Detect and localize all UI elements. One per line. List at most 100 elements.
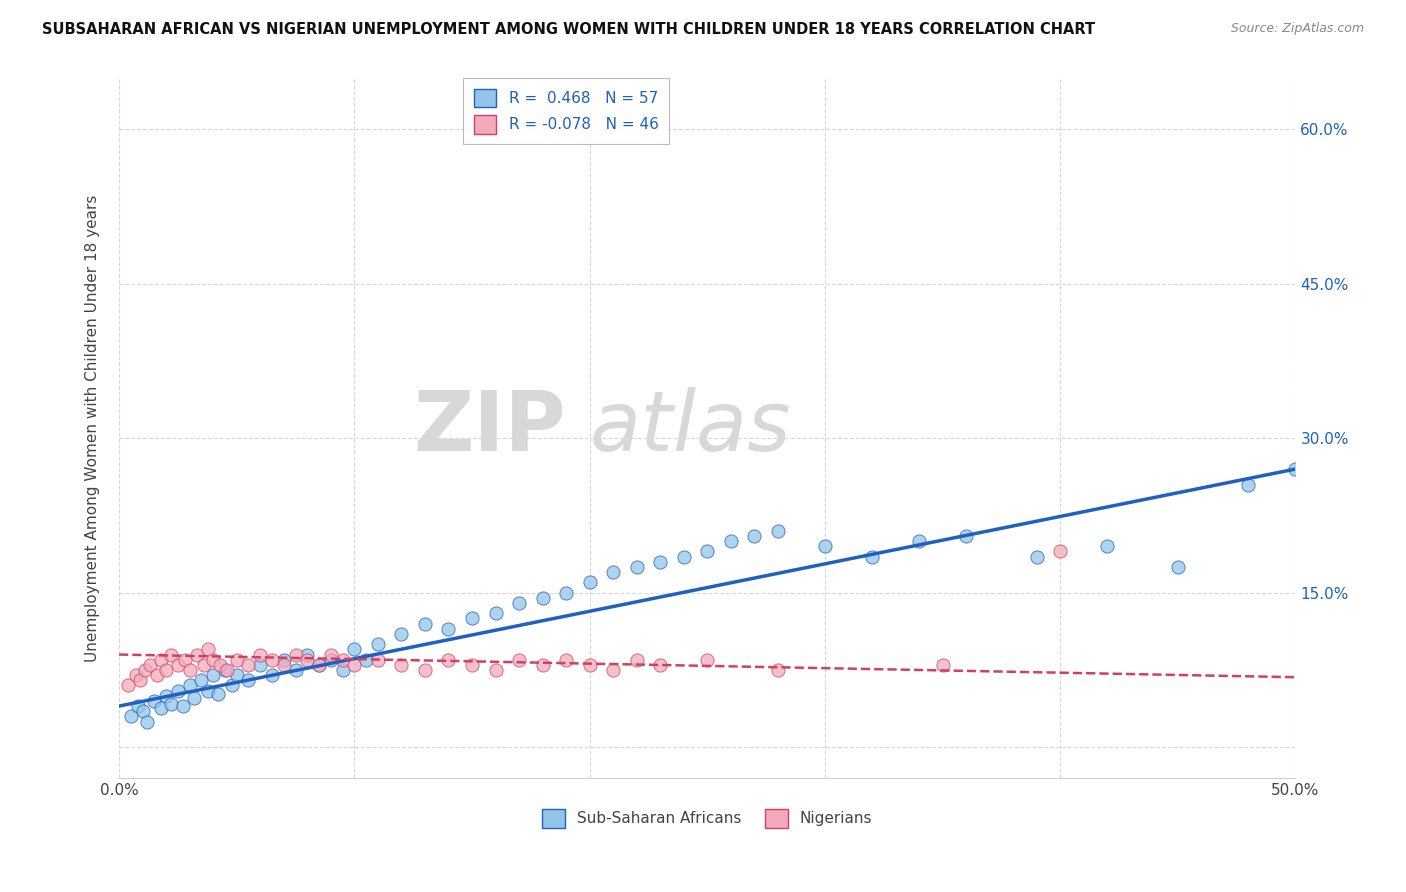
Point: [354, 653, 377, 667]
Point: [143, 694, 166, 708]
Point: [190, 673, 212, 688]
Point: [209, 657, 232, 672]
Point: [249, 648, 271, 662]
Point: [1025, 549, 1047, 564]
Point: [908, 534, 931, 549]
Point: [696, 544, 718, 558]
Point: [742, 529, 765, 543]
Point: [221, 678, 243, 692]
Text: ZIP: ZIP: [413, 387, 567, 468]
Point: [214, 663, 236, 677]
Point: [696, 653, 718, 667]
Point: [136, 714, 159, 729]
Point: [207, 687, 229, 701]
Point: [484, 607, 506, 621]
Point: [931, 657, 953, 672]
Point: [179, 678, 201, 692]
Point: [343, 657, 366, 672]
Point: [167, 683, 190, 698]
Point: [367, 653, 389, 667]
Legend: Sub-Saharan Africans, Nigerians: Sub-Saharan Africans, Nigerians: [536, 803, 879, 834]
Point: [766, 524, 789, 538]
Point: [1167, 560, 1189, 574]
Point: [117, 678, 139, 692]
Point: [124, 668, 146, 682]
Point: [602, 565, 624, 579]
Point: [578, 575, 600, 590]
Point: [186, 648, 208, 662]
Point: [955, 529, 977, 543]
Point: [413, 616, 436, 631]
Point: [225, 668, 247, 682]
Point: [120, 709, 142, 723]
Point: [531, 591, 554, 605]
Point: [167, 657, 190, 672]
Point: [332, 663, 354, 677]
Point: [308, 657, 330, 672]
Point: [134, 663, 156, 677]
Point: [578, 657, 600, 672]
Point: [225, 653, 247, 667]
Point: [389, 657, 412, 672]
Point: [179, 663, 201, 677]
Point: [197, 642, 219, 657]
Point: [159, 697, 181, 711]
Point: [238, 673, 260, 688]
Point: [145, 668, 167, 682]
Point: [202, 668, 225, 682]
Point: [217, 663, 239, 677]
Point: [260, 668, 283, 682]
Point: [1237, 477, 1260, 491]
Point: [308, 657, 330, 672]
Point: [508, 596, 530, 610]
Point: [389, 627, 412, 641]
Point: [508, 653, 530, 667]
Point: [284, 663, 307, 677]
Text: atlas: atlas: [589, 387, 792, 468]
Point: [150, 701, 173, 715]
Point: [1097, 539, 1119, 553]
Text: SUBSAHARAN AFRICAN VS NIGERIAN UNEMPLOYMENT AMONG WOMEN WITH CHILDREN UNDER 18 Y: SUBSAHARAN AFRICAN VS NIGERIAN UNEMPLOYM…: [42, 22, 1095, 37]
Point: [766, 663, 789, 677]
Point: [131, 704, 153, 718]
Y-axis label: Unemployment Among Women with Children Under 18 years: Unemployment Among Women with Children U…: [86, 194, 100, 662]
Point: [138, 657, 160, 672]
Point: [437, 653, 460, 667]
Point: [273, 653, 295, 667]
Point: [367, 637, 389, 651]
Point: [650, 657, 672, 672]
Point: [129, 673, 152, 688]
Point: [159, 648, 181, 662]
Point: [197, 683, 219, 698]
Point: [720, 534, 742, 549]
Point: [155, 689, 177, 703]
Point: [172, 699, 194, 714]
Point: [260, 653, 283, 667]
Point: [332, 653, 354, 667]
Point: [319, 653, 342, 667]
Point: [461, 611, 484, 625]
Point: [297, 653, 319, 667]
Point: [193, 657, 215, 672]
Point: [1284, 462, 1306, 476]
Point: [555, 585, 578, 599]
Point: [555, 653, 578, 667]
Point: [150, 653, 173, 667]
Point: [174, 653, 197, 667]
Point: [484, 663, 506, 677]
Point: [155, 663, 177, 677]
Point: [297, 648, 319, 662]
Point: [127, 699, 149, 714]
Point: [319, 648, 342, 662]
Point: [461, 657, 484, 672]
Point: [437, 622, 460, 636]
Point: [531, 657, 554, 672]
Point: [602, 663, 624, 677]
Point: [273, 657, 295, 672]
Point: [650, 555, 672, 569]
Point: [343, 642, 366, 657]
Point: [183, 690, 205, 705]
Point: [814, 539, 837, 553]
Point: [413, 663, 436, 677]
Point: [238, 657, 260, 672]
